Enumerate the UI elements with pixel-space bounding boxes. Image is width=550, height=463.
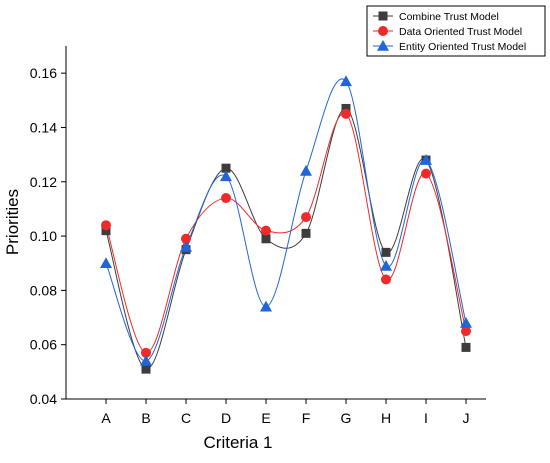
- legend-marker-circle: [378, 26, 388, 36]
- y-tick-label: 0.04: [30, 391, 57, 407]
- x-tick-label: B: [141, 410, 150, 426]
- data-point-square: [461, 342, 471, 352]
- data-point-circle: [421, 168, 431, 179]
- x-tick-label: C: [181, 410, 191, 426]
- x-ticks: A B C D E F G H I J: [101, 399, 470, 426]
- data-point-square: [141, 364, 151, 374]
- data-point-circle: [181, 233, 191, 244]
- series-markers: [100, 75, 472, 374]
- legend: Combine Trust Model Data Oriented Trust M…: [366, 5, 546, 57]
- x-tick-label: J: [463, 410, 470, 426]
- data-point-square: [261, 234, 271, 244]
- y-ticks: 0.04 0.06 0.08 0.10 0.12 0.14 0.16: [30, 65, 66, 407]
- data-point-triangle: [460, 316, 472, 328]
- legend-label: Combine Trust Model: [399, 11, 499, 23]
- data-point-triangle: [100, 257, 112, 269]
- data-point-square: [221, 163, 231, 173]
- series-line-1: [105, 107, 467, 370]
- x-tick-label: H: [381, 410, 391, 426]
- data-point-triangle: [300, 164, 312, 176]
- y-tick-label: 0.08: [30, 282, 57, 298]
- data-point-circle: [461, 326, 471, 337]
- data-point-triangle: [380, 259, 392, 271]
- data-point-triangle: [180, 240, 192, 252]
- data-point-triangle: [340, 75, 352, 87]
- x-tick-label: D: [221, 410, 231, 426]
- data-point-square: [381, 247, 391, 257]
- data-point-square: [341, 103, 351, 113]
- x-axis-label: Criteria 1: [204, 433, 273, 452]
- x-tick-label: A: [101, 410, 111, 426]
- y-tick-label: 0.06: [30, 337, 57, 353]
- data-point-triangle: [140, 354, 152, 366]
- x-tick-label: E: [261, 410, 270, 426]
- legend-label: Entity Oriented Trust Model: [399, 41, 526, 53]
- y-tick-label: 0.12: [30, 174, 57, 190]
- x-tick-label: G: [341, 410, 352, 426]
- legend-marker-triangle: [377, 40, 389, 51]
- y-tick-label: 0.16: [30, 65, 57, 81]
- x-tick-label: F: [302, 410, 311, 426]
- data-point-circle: [381, 274, 391, 285]
- data-point-square: [301, 228, 311, 238]
- y-axis-label: Priorities: [3, 189, 22, 255]
- legend-label: Data Oriented Trust Model: [399, 26, 522, 38]
- y-tick-label: 0.14: [30, 119, 57, 135]
- data-point-square: [101, 226, 111, 236]
- data-point-triangle: [260, 300, 272, 312]
- series-line-2: [105, 112, 467, 354]
- data-point-triangle: [220, 170, 232, 182]
- series-line-3: [105, 78, 467, 362]
- x-tick-label: I: [424, 410, 428, 426]
- legend-box: [366, 5, 546, 57]
- data-point-circle: [141, 347, 151, 358]
- data-point-circle: [101, 220, 111, 231]
- series-lines: [105, 78, 467, 370]
- data-point-circle: [301, 212, 311, 223]
- legend-marker-square: [378, 11, 388, 21]
- y-tick-label: 0.10: [30, 228, 57, 244]
- data-point-circle: [261, 225, 271, 236]
- data-point-circle: [221, 193, 231, 204]
- data-point-circle: [341, 108, 351, 119]
- axes: [65, 46, 486, 400]
- data-point-triangle: [420, 154, 432, 165]
